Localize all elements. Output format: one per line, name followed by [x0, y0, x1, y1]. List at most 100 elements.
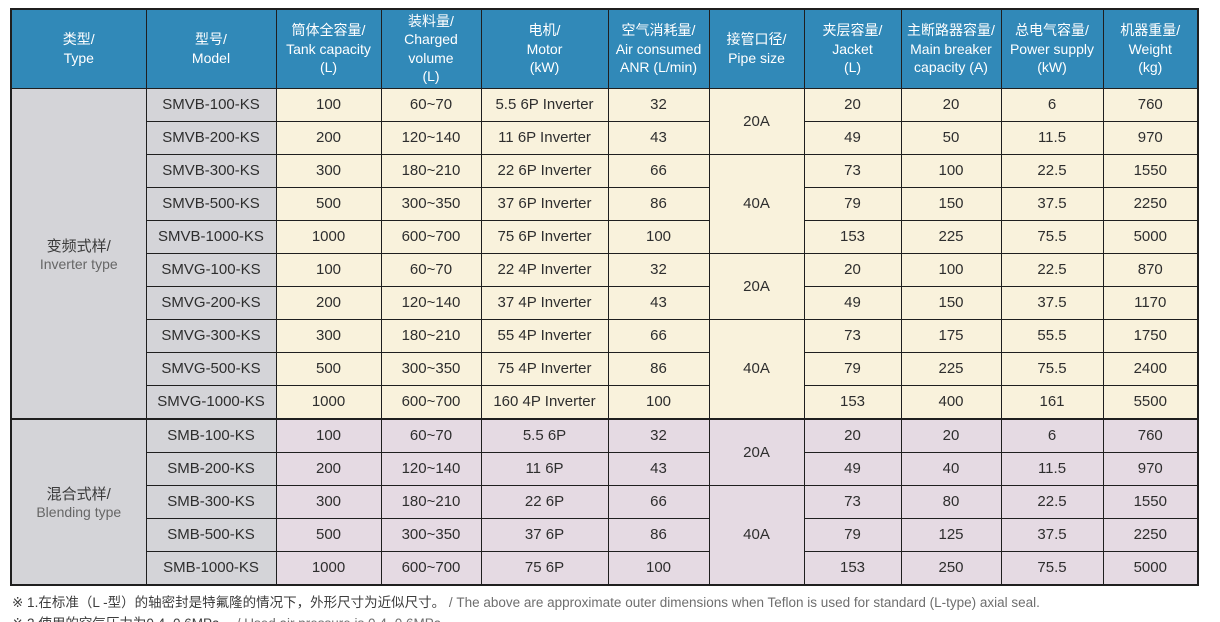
cell-main-breaker: 20: [900, 87, 1002, 122]
cell-main-breaker: 125: [900, 517, 1002, 552]
cell-jacket: 20: [803, 417, 902, 453]
cell-motor: 37 6P Inverter: [480, 186, 609, 221]
col-header-unit: (L): [422, 68, 440, 85]
col-header-unit: ANR (L/min): [619, 59, 697, 76]
cell-power-supply: 6: [1000, 87, 1104, 122]
cell-weight: 5000: [1102, 550, 1199, 586]
cell-model: SMVB-300-KS: [145, 153, 277, 188]
cell-jacket: 73: [803, 153, 902, 188]
cell-tank-capacity: 100: [275, 87, 382, 122]
cell-model: SMB-100-KS: [145, 417, 277, 453]
cell-tank-capacity: 300: [275, 318, 382, 353]
cell-jacket: 79: [803, 517, 902, 552]
col-header-zh: 型号/: [195, 31, 227, 48]
cell-power-supply: 6: [1000, 417, 1104, 453]
cell-air-consumed: 86: [607, 186, 710, 221]
col-header-zh: 类型/: [62, 31, 95, 48]
table-row: SMB-300-KS 300 180~210 22 6P 66 40A 73 8…: [11, 484, 1199, 586]
cell-motor: 5.5 6P: [480, 417, 609, 453]
cell-model: SMB-300-KS: [145, 484, 277, 519]
col-header-zh: 接管口径/: [726, 31, 787, 48]
col-header-charged-volume: 装料量/Charged volume (L): [380, 8, 482, 89]
cell-air-consumed: 43: [607, 285, 710, 320]
cell-main-breaker: 50: [900, 120, 1002, 155]
cell-motor: 55 4P Inverter: [480, 318, 609, 353]
cell-charged-volume: 120~140: [380, 285, 482, 320]
cell-pipe-size: 20A: [708, 252, 805, 320]
cell-weight: 760: [1102, 417, 1199, 453]
cell-weight: 1550: [1102, 484, 1199, 519]
cell-weight: 5000: [1102, 219, 1199, 254]
cell-charged-volume: 120~140: [380, 451, 482, 486]
cell-weight: 5500: [1102, 384, 1199, 420]
cell-model: SMB-200-KS: [145, 451, 277, 486]
col-header-zh: 总电气容量/: [1015, 22, 1089, 39]
cell-charged-volume: 60~70: [380, 252, 482, 287]
cell-air-consumed: 32: [607, 417, 710, 453]
footnote-en: / Used air pressure is 0.4~0.6MPa: [237, 616, 441, 622]
cell-model: SMVB-500-KS: [145, 186, 277, 221]
cell-weight: 870: [1102, 252, 1199, 287]
footnote-zh: ※ 2.使用的空气压力为0.4~0.6MPa。: [12, 616, 233, 622]
cell-air-consumed: 43: [607, 120, 710, 155]
cell-tank-capacity: 500: [275, 351, 382, 386]
cell-weight: 760: [1102, 87, 1199, 122]
cell-charged-volume: 120~140: [380, 120, 482, 155]
col-header-zh: 装料量/: [408, 13, 454, 29]
table-row: SMB-1000-KS 1000 600~700 75 6P 100 153 2…: [11, 550, 1199, 586]
spec-table: 类型/Type 型号/Model 筒体全容量/Tank capacity (L) …: [10, 8, 1199, 586]
cell-jacket: 20: [803, 87, 902, 122]
type-label-en: Inverter type: [39, 255, 118, 272]
col-header-en: Weight: [1128, 40, 1172, 57]
cell-jacket: 49: [803, 451, 902, 486]
col-header-pipe-size: 接管口径/Pipe size: [708, 8, 805, 89]
cell-pipe-size: 40A: [708, 484, 805, 586]
cell-jacket: 153: [803, 384, 902, 420]
col-header-zh: 筒体全容量/: [291, 22, 366, 39]
cell-pipe-size: 20A: [708, 87, 805, 155]
cell-jacket: 79: [803, 351, 902, 386]
cell-air-consumed: 32: [607, 252, 710, 287]
cell-power-supply: 75.5: [1000, 219, 1104, 254]
col-header-unit: capacity (A): [914, 59, 988, 76]
header-row: 类型/Type 型号/Model 筒体全容量/Tank capacity (L) …: [10, 8, 1199, 89]
type-label-zh: 混合式样/: [46, 486, 111, 504]
cell-charged-volume: 600~700: [380, 219, 482, 254]
cell-model: SMB-1000-KS: [145, 550, 277, 586]
cell-charged-volume: 60~70: [380, 87, 482, 122]
cell-model: SMVG-1000-KS: [145, 384, 277, 420]
cell-power-supply: 37.5: [1000, 186, 1104, 221]
cell-tank-capacity: 500: [275, 186, 382, 221]
cell-air-consumed: 86: [607, 351, 710, 386]
col-header-unit: (kg): [1138, 59, 1163, 76]
cell-charged-volume: 600~700: [380, 550, 482, 586]
cell-motor: 11 6P Inverter: [480, 120, 609, 155]
cell-air-consumed: 86: [607, 517, 710, 552]
table-row: SMVB-200-KS 200 120~140 11 6P Inverter 4…: [11, 120, 1199, 155]
footnote-1: ※ 1.在标准（L -型）的轴密封是特氟隆的情况下，外形尺寸为近似尺寸。 / T…: [12, 593, 1220, 614]
table-row: SMB-500-KS 500 300~350 37 6P 86 79 125 3…: [11, 517, 1199, 552]
cell-weight: 970: [1102, 451, 1199, 486]
table-row: SMVG-100-KS 100 60~70 22 4P Inverter 32 …: [11, 252, 1199, 320]
footnote-zh: ※ 1.在标准（L -型）的轴密封是特氟隆的情况下，外形尺寸为近似尺寸。: [12, 594, 446, 610]
cell-main-breaker: 250: [900, 550, 1002, 586]
footnote-2: ※ 2.使用的空气压力为0.4~0.6MPa。 / Used air press…: [12, 614, 1220, 622]
cell-charged-volume: 300~350: [380, 186, 482, 221]
cell-main-breaker: 100: [900, 153, 1002, 188]
cell-power-supply: 22.5: [1000, 484, 1104, 519]
cell-power-supply: 22.5: [1000, 153, 1104, 188]
cell-pipe-size: 20A: [708, 417, 805, 486]
table-row: SMVB-500-KS 500 300~350 37 6P Inverter 8…: [11, 186, 1199, 221]
cell-air-consumed: 100: [607, 219, 710, 254]
cell-power-supply: 75.5: [1000, 550, 1104, 586]
cell-model: SMVG-500-KS: [145, 351, 277, 386]
table-row: SMVB-1000-KS 1000 600~700 75 6P Inverter…: [11, 219, 1199, 254]
cell-power-supply: 37.5: [1000, 517, 1104, 552]
cell-power-supply: 37.5: [1000, 285, 1104, 320]
cell-tank-capacity: 300: [275, 153, 382, 188]
col-header-en: Type: [63, 49, 94, 66]
table-row: SMVB-300-KS 300 180~210 22 6P Inverter 6…: [11, 153, 1199, 254]
cell-weight: 2250: [1102, 517, 1199, 552]
cell-jacket: 79: [803, 186, 902, 221]
cell-charged-volume: 180~210: [380, 484, 482, 519]
